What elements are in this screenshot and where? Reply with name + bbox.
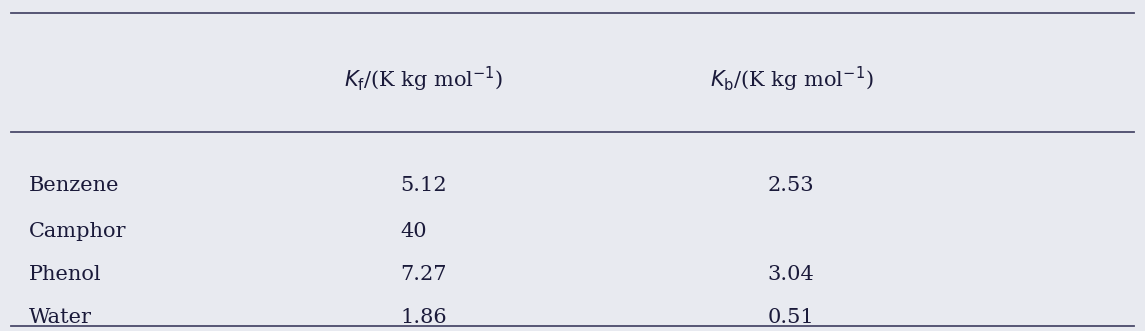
Text: Benzene: Benzene bbox=[29, 176, 119, 195]
Text: 40: 40 bbox=[401, 222, 427, 241]
Text: 3.04: 3.04 bbox=[767, 265, 814, 284]
Text: 5.12: 5.12 bbox=[401, 176, 448, 195]
Text: 2.53: 2.53 bbox=[767, 176, 814, 195]
Text: $K_\mathrm{b}$/(K kg mol$^{-1}$): $K_\mathrm{b}$/(K kg mol$^{-1}$) bbox=[710, 65, 874, 94]
Text: 0.51: 0.51 bbox=[767, 308, 814, 327]
Text: 1.86: 1.86 bbox=[401, 308, 448, 327]
Text: Phenol: Phenol bbox=[29, 265, 101, 284]
Text: Camphor: Camphor bbox=[29, 222, 126, 241]
Text: Water: Water bbox=[29, 308, 92, 327]
Text: 7.27: 7.27 bbox=[401, 265, 448, 284]
Text: $K_\mathrm{f}$/(K kg mol$^{-1}$): $K_\mathrm{f}$/(K kg mol$^{-1}$) bbox=[344, 65, 503, 94]
